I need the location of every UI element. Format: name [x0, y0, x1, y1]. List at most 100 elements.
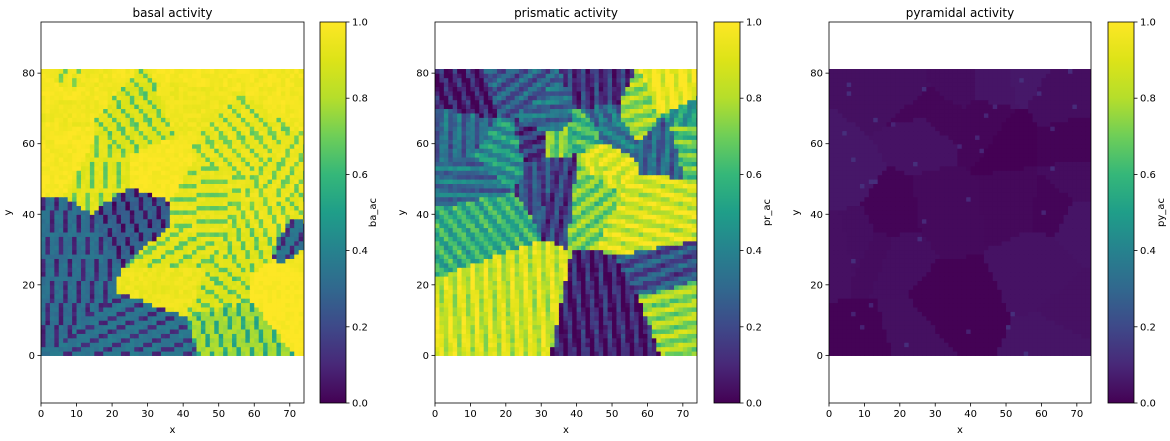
heatmap-cell	[80, 231, 87, 237]
heatmap-cell	[647, 337, 653, 343]
heatmap-cell	[112, 183, 118, 189]
heatmap-cell	[669, 302, 675, 308]
heatmap-cell	[620, 280, 626, 286]
heatmap-cell	[107, 267, 113, 273]
heatmap-cell	[227, 253, 233, 259]
heatmap-cell	[54, 139, 60, 145]
heatmap-cell	[147, 306, 153, 312]
heatmap-cell	[673, 289, 680, 295]
heatmap-cell	[129, 280, 135, 286]
heatmap-cell	[276, 205, 282, 211]
heatmap-cell	[165, 214, 171, 220]
heatmap-cell	[138, 134, 144, 140]
heatmap-cell	[435, 284, 441, 290]
heatmap-cell	[303, 209, 304, 215]
heatmap-cell	[89, 77, 95, 83]
heatmap-cell	[550, 320, 556, 326]
heatmap-cell	[223, 262, 229, 268]
heatmap-cell	[479, 350, 485, 356]
heatmap-cell	[258, 298, 264, 304]
heatmap-cell	[245, 253, 251, 259]
heatmap-cell	[98, 148, 104, 154]
heatmap-cell	[112, 249, 118, 255]
heatmap-cell	[563, 320, 569, 326]
heatmap-cell	[107, 196, 113, 202]
heatmap-cell	[178, 315, 184, 321]
heatmap-cell	[673, 350, 680, 356]
heatmap-cell	[298, 271, 304, 277]
heatmap-cell	[581, 333, 587, 339]
heatmap-cell	[554, 320, 560, 326]
heatmap-cell	[294, 306, 300, 312]
heatmap-cell	[94, 337, 100, 343]
heatmap-cell	[49, 209, 55, 215]
heatmap-cell	[89, 209, 95, 215]
heatmap-cell	[479, 302, 485, 308]
heatmap-cell	[280, 249, 286, 255]
heatmap-cell	[125, 209, 131, 215]
heatmap-cell	[134, 73, 140, 79]
heatmap-cell	[85, 240, 91, 246]
heatmap-cell	[276, 350, 282, 356]
heatmap-cell	[187, 227, 193, 233]
heatmap-cell	[129, 240, 135, 246]
heatmap-cell	[103, 298, 109, 304]
heatmap-cell	[285, 302, 291, 308]
heatmap-cell	[527, 298, 533, 304]
heatmap-cell	[169, 152, 175, 158]
heatmap-cell	[165, 143, 171, 149]
heatmap-cell	[465, 337, 472, 343]
heatmap-cell	[134, 130, 140, 136]
heatmap-cell	[669, 320, 675, 326]
heatmap-cell	[634, 342, 640, 348]
heatmap-cell	[125, 126, 131, 132]
heatmap-cell	[156, 289, 162, 295]
heatmap-cell	[254, 293, 260, 299]
heatmap-cell	[192, 121, 198, 127]
heatmap-cell	[138, 214, 144, 220]
heatmap-cell	[263, 156, 269, 162]
heatmap-cell	[178, 262, 184, 268]
heatmap-cell	[532, 280, 538, 286]
heatmap-cell	[607, 342, 613, 348]
heatmap-cell	[160, 95, 166, 101]
heatmap-cell	[80, 342, 87, 348]
heatmap-cell	[289, 328, 295, 334]
heatmap-cell	[303, 134, 304, 140]
heatmap-cell	[98, 183, 104, 189]
heatmap-cell	[98, 293, 104, 299]
heatmap-cell	[80, 293, 87, 299]
heatmap-cell	[439, 320, 445, 326]
heatmap-cell	[272, 86, 278, 92]
heatmap-cell	[67, 73, 73, 79]
heatmap-cell	[178, 73, 184, 79]
heatmap-cell	[232, 236, 238, 242]
heatmap-cell	[209, 161, 215, 167]
heatmap-cell	[461, 342, 467, 348]
heatmap-cell	[205, 311, 211, 317]
heatmap-cell	[214, 86, 220, 92]
heatmap-cell	[479, 324, 485, 330]
heatmap-cell	[138, 108, 144, 114]
heatmap-cell	[129, 306, 135, 312]
heatmap-cell	[541, 346, 547, 352]
heatmap-cell	[72, 205, 78, 211]
heatmap-cell	[94, 223, 100, 229]
heatmap-cell	[80, 249, 87, 255]
heatmap-cell	[152, 121, 158, 127]
heatmap-cell	[236, 112, 242, 118]
heatmap-cell	[72, 333, 78, 339]
heatmap-cell	[232, 130, 238, 136]
heatmap-cell	[289, 183, 295, 189]
heatmap-cell	[98, 231, 104, 237]
heatmap-cell	[240, 214, 246, 220]
heatmap-cell	[125, 104, 131, 110]
heatmap-cell	[45, 108, 51, 114]
colorbar-tick-label: 0.0	[352, 399, 368, 410]
heatmap-cell	[470, 284, 476, 290]
heatmap-cell	[249, 165, 255, 171]
heatmap-cell	[227, 280, 233, 286]
heatmap-cell	[120, 148, 127, 154]
heatmap-cell	[263, 77, 269, 83]
heatmap-cell	[214, 201, 220, 207]
